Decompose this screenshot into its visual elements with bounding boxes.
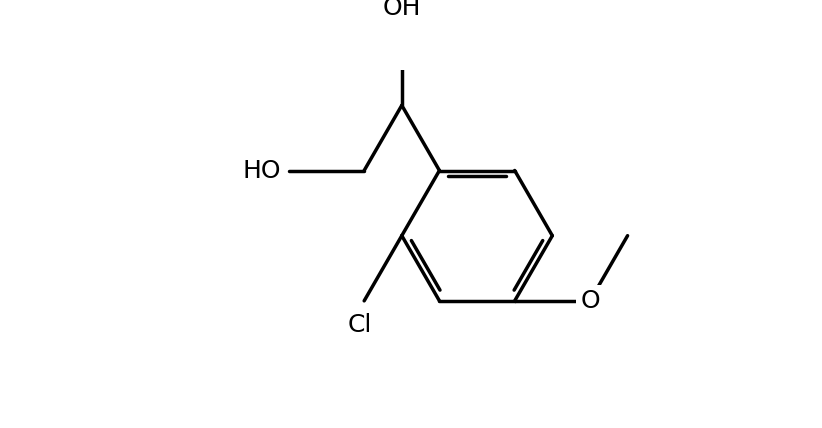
Text: OH: OH (382, 0, 421, 20)
Text: O: O (580, 289, 600, 313)
Text: Cl: Cl (348, 312, 372, 336)
Text: HO: HO (242, 158, 280, 182)
